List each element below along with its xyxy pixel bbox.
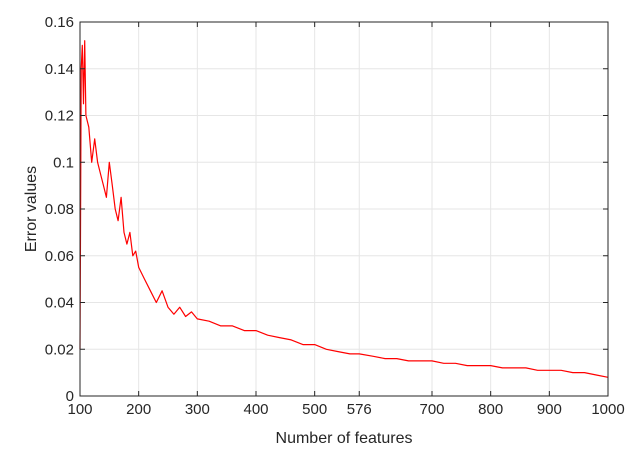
x-axis-label: Number of features [276,430,413,447]
y-tick-label: 0.12 [45,108,74,125]
x-tick-label: 1000 [591,401,624,418]
x-tick-label: 200 [126,401,151,418]
x-tick-label: 300 [185,401,210,418]
y-tick-label: 0.14 [45,61,74,78]
y-tick-label: 0.04 [45,295,74,312]
x-tick-label: 900 [537,401,562,418]
x-tick-label: 100 [67,401,92,418]
y-tick-label: 0.08 [45,201,74,218]
x-axis: 100 200 300 400 500 576 700 800 900 1000 [67,22,625,418]
y-tick-label: 0.02 [45,341,74,358]
y-tick-label: 0.16 [45,14,74,31]
y-tick-label: 0.1 [53,154,74,171]
series-layer [79,40,609,378]
y-axis: 0 0.02 0.04 0.06 0.08 0.1 0.12 0.14 0.16 [45,14,608,405]
x-tick-label: 400 [243,401,268,418]
y-tick-label: 0 [66,388,74,405]
y-axis-label: Error values [23,166,40,252]
x-tick-label: 500 [302,401,327,418]
series-line [79,40,609,378]
x-tick-label: 800 [478,401,503,418]
y-tick-label: 0.06 [45,248,74,265]
x-tick-label: 576 [347,401,372,418]
x-tick-label: 700 [419,401,444,418]
